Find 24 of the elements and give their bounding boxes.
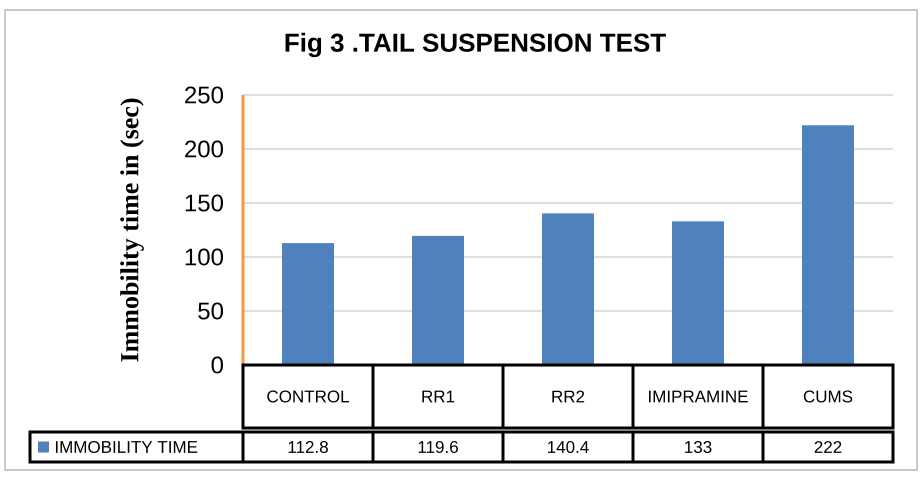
y-tick-label: 50 [198,302,224,320]
chart-title: Fig 3 .TAIL SUSPENSION TEST [286,32,666,58]
bar [672,221,724,365]
bar [412,236,464,365]
y-axis-title: Immobility time in (sec) [120,98,144,362]
x-tick-label: CONTROL [267,390,349,402]
bar [802,125,854,365]
data-label: 112.8 [288,440,328,453]
y-tick-label: 0 [212,356,224,374]
data-label: 140.4 [548,440,589,453]
bar [282,243,334,365]
data-label: 133 [685,440,712,453]
y-tick-label: 200 [185,140,224,158]
x-tick-label: CUMS [804,390,852,402]
legend-label: IMMOBILITY TIME [56,440,198,453]
x-tick-label: IMIPRAMINE [649,390,748,402]
bar [542,213,594,365]
y-tick-label: 150 [186,194,224,212]
x-tick-label: RR1 [422,390,454,402]
y-tick-label: 100 [186,248,224,266]
x-tick-label: RR2 [552,390,584,402]
data-label: 222 [814,441,842,453]
data-label: 119.6 [418,440,458,453]
y-tick-label: 250 [185,86,224,104]
